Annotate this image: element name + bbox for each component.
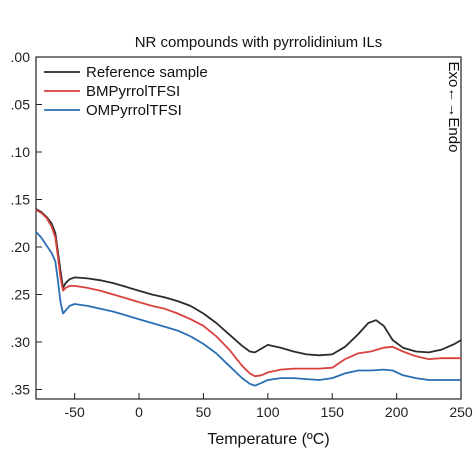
series-line-reference-sample: [35, 208, 462, 357]
x-tick-label: -50: [65, 404, 85, 420]
legend-label: OMPyrrolTFSI: [86, 102, 182, 119]
legend-label: BMPyrrolTFSI: [86, 83, 180, 100]
x-tick-label: 50: [196, 404, 212, 420]
y-tick-label: .35: [11, 382, 31, 398]
ticks-layer: -50 0 50 100 150 200 250 .00 .05 .10 .15 .20 .25 .30.…: [11, 49, 473, 420]
legend-label: Reference sample: [86, 64, 208, 81]
x-tick-label: 0: [135, 404, 143, 420]
x-tick-label: 250: [449, 404, 473, 420]
y-tick-label: .20: [11, 239, 31, 255]
plot-frame: [35, 56, 462, 400]
y-tick-label: .25: [11, 287, 31, 303]
x-tick-label: 150: [321, 404, 345, 420]
x-axis-title: Temperature (ºC): [207, 431, 329, 448]
y-tick-label: .00: [11, 49, 31, 65]
y-tick-label: .30: [11, 334, 31, 350]
y-tick-label: .15: [11, 192, 31, 208]
exo-endo-label: Exo←→Endo: [445, 62, 462, 153]
x-tick-label: 200: [385, 404, 409, 420]
series-line-bmpyrroltfsi: [35, 209, 461, 378]
chart-title: NR compounds with pyrrolidinium ILs: [135, 34, 383, 51]
x-tick-label: 100: [256, 404, 280, 420]
legend: Reference sample BMPyrrolTFSI OMPyrrolTFSI: [44, 64, 208, 119]
series-layer: [35, 208, 462, 387]
y-tick-label: .05: [11, 97, 31, 113]
series-line-ompyrroltfsi: [35, 231, 461, 387]
y-tick-label: .10: [11, 144, 31, 160]
